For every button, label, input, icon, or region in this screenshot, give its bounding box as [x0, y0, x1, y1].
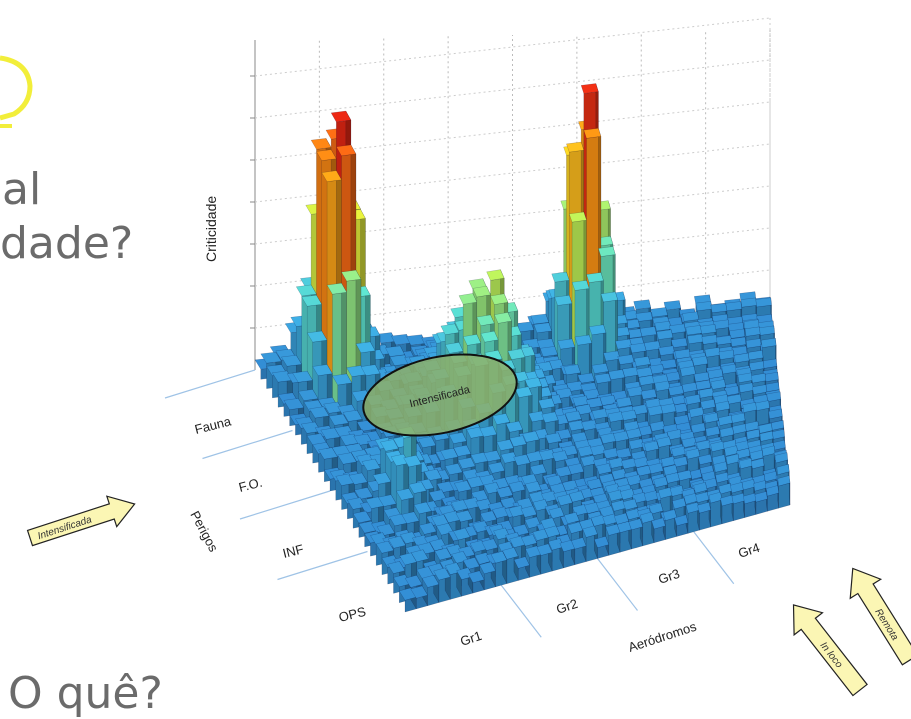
chart-bar	[720, 494, 734, 525]
wall-gridline	[254, 17, 771, 77]
chart-bar	[571, 537, 587, 566]
y-tick-fauna: Fauna	[193, 413, 233, 437]
chart-bar	[410, 585, 428, 610]
x-tick-gr2: Gr2	[554, 596, 579, 617]
chart-bar	[605, 523, 621, 556]
arrow-intensificada: Intensificada	[26, 495, 136, 547]
aerodromo-separator	[693, 531, 735, 585]
chart-floor-grid	[164, 369, 735, 638]
slide-text-line2: dade?	[0, 218, 134, 269]
chart-bar	[421, 574, 440, 606]
chart-bar	[548, 538, 564, 572]
chart-bar	[697, 501, 711, 531]
chart-bar	[731, 492, 745, 521]
chart-bar	[559, 539, 576, 569]
chart-bar	[777, 475, 791, 509]
chart-bar	[674, 514, 689, 537]
x-tick-gr3: Gr3	[656, 566, 681, 587]
aerodromo-separator	[500, 584, 542, 638]
x-axis-label: Aeródromos	[626, 619, 698, 655]
y-tick-ops: OPS	[337, 604, 368, 625]
chart-bar	[651, 517, 666, 544]
chart-bar	[525, 545, 542, 578]
chart-bar	[479, 561, 496, 591]
x-tick-gr4: Gr4	[736, 540, 761, 561]
y-tick-inf: INF	[281, 541, 305, 561]
y-axis-label: Perigos	[187, 508, 221, 554]
arrow-in-loco: In loco	[792, 604, 868, 697]
perigo-separator	[202, 429, 293, 460]
chart-bar	[456, 567, 474, 597]
criticidade-3d-chart: Intensificada Criticidade Fauna F.O. INF…	[0, 17, 911, 697]
intensificada-ellipse: Intensificada	[362, 353, 518, 437]
chart-bar	[685, 501, 700, 534]
chart-bar	[433, 567, 451, 603]
y-tick-fo: F.O.	[237, 475, 264, 495]
perigo-separator	[164, 369, 256, 399]
slide-text-line1: al	[2, 164, 42, 215]
perigo-separator	[277, 550, 368, 581]
chart-bar	[582, 525, 598, 562]
perigo-separator	[239, 490, 331, 520]
chart-bar	[616, 521, 632, 553]
aerodromo-separator	[597, 558, 638, 611]
arrow-remota: Remota	[849, 567, 911, 666]
chart-bar	[467, 570, 485, 594]
chart-bar	[743, 492, 757, 518]
chart-bar	[754, 491, 768, 515]
chart-bar	[502, 547, 519, 584]
z-axis-label: Criticidade	[203, 196, 219, 262]
chart-bars	[254, 83, 791, 613]
chart-bar	[766, 485, 779, 512]
chart-bar	[639, 511, 655, 547]
chart-bar	[708, 491, 723, 528]
x-tick-gr1: Gr1	[458, 628, 483, 649]
wall-gridline	[254, 59, 771, 119]
lightbulb-icon	[0, 55, 33, 128]
